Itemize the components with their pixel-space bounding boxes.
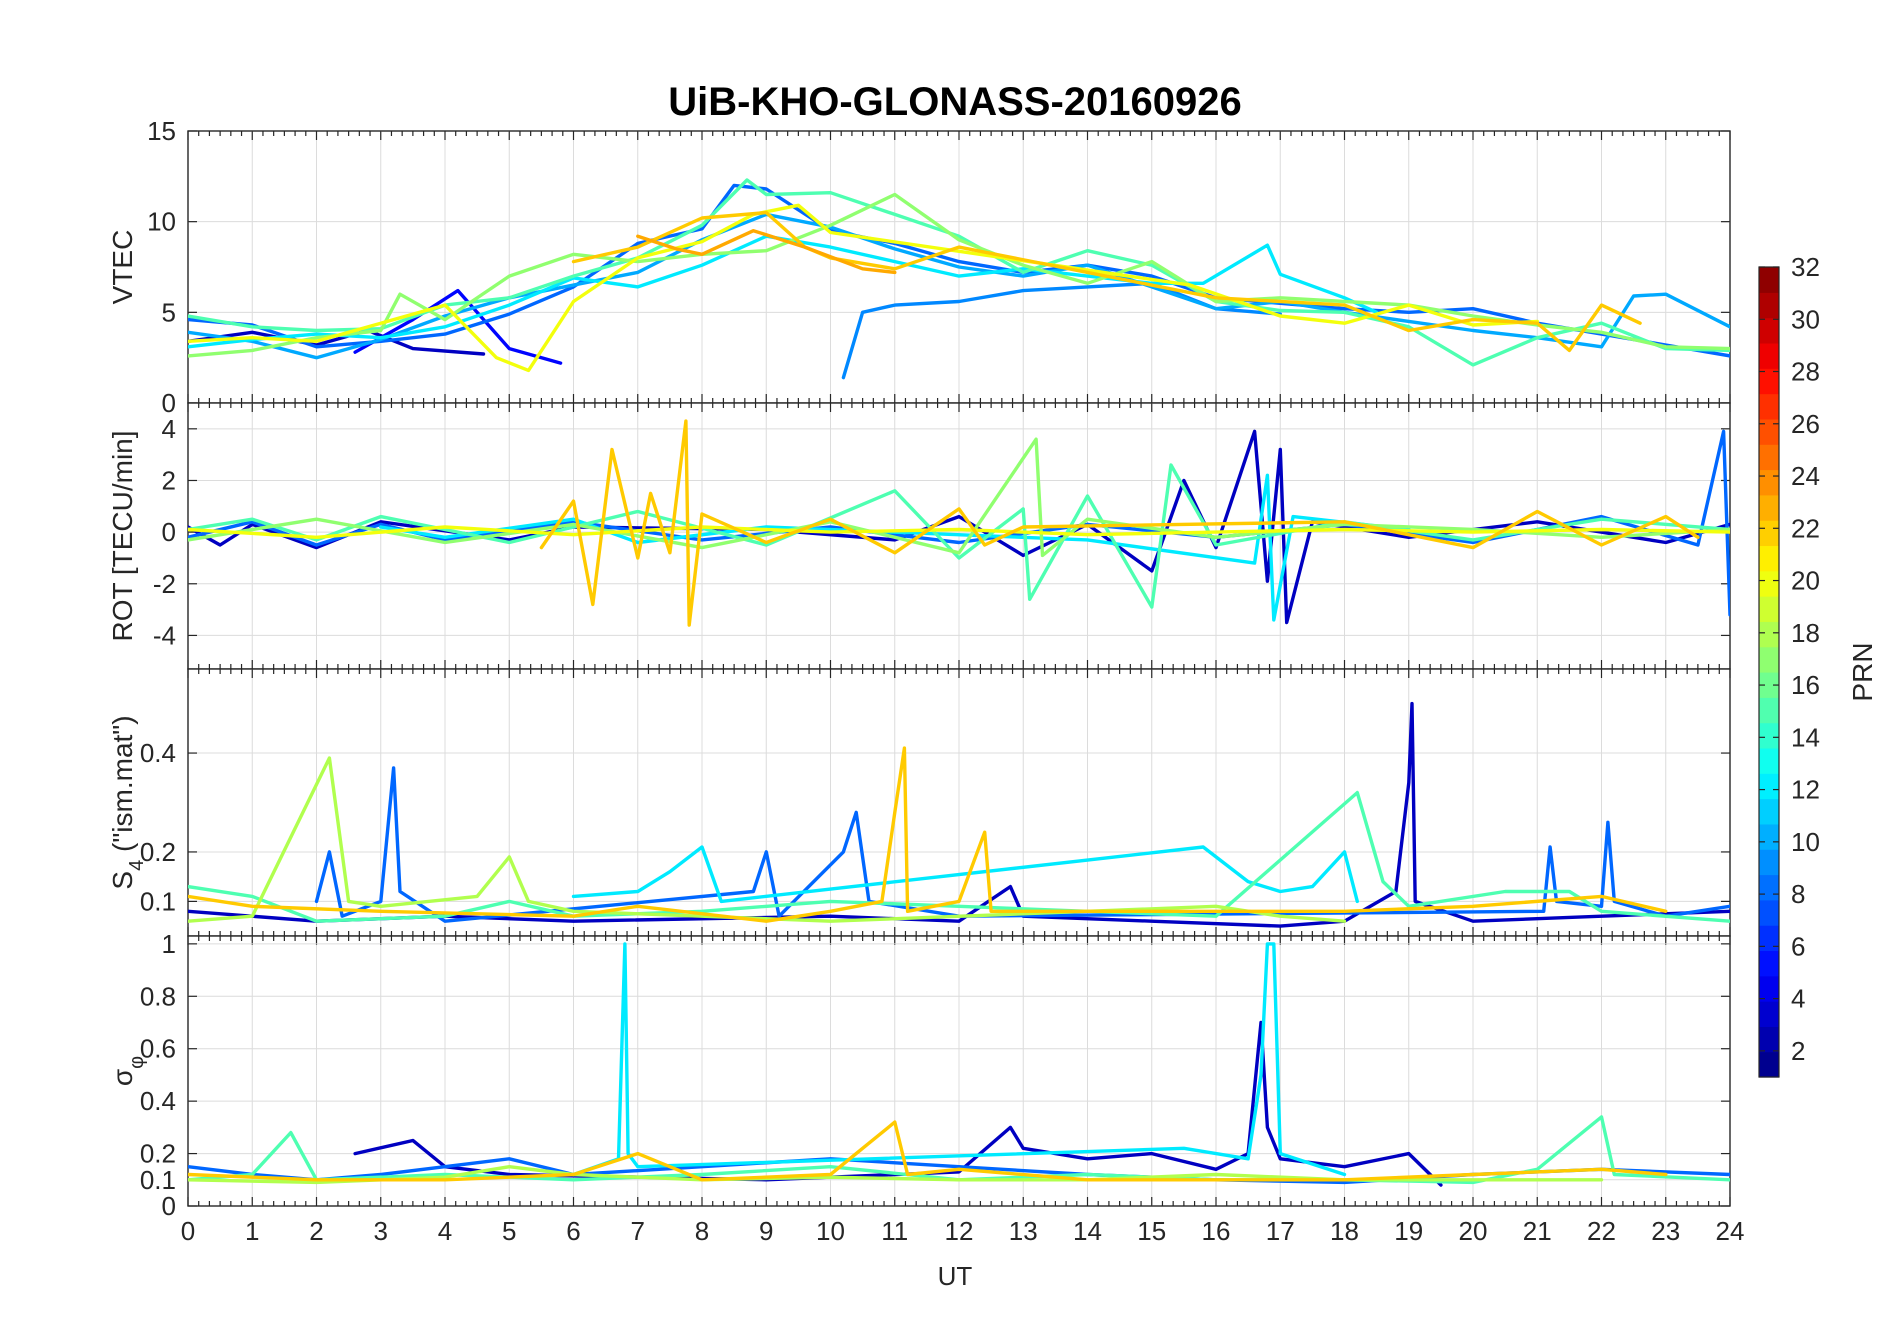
panel-s4-series-prn-8 [314, 766, 1730, 923]
panel-s4-series-prn-18 [188, 756, 1347, 923]
colorbar-tick-8: 8 [1791, 879, 1805, 909]
x-tick-19: 19 [1394, 1216, 1423, 1246]
panel-vtec-series-prn-15 [188, 178, 1730, 367]
x-tick-4: 4 [438, 1216, 452, 1246]
panel-vtec-series-prn-12 [188, 234, 1379, 349]
panel-rot-ytick-2: 0 [162, 517, 176, 547]
x-tick-10: 10 [816, 1216, 845, 1246]
x-tick-17: 17 [1266, 1216, 1295, 1246]
panel-vtec-series-prn-22 [571, 210, 1642, 353]
colorbar-tick-20: 20 [1791, 566, 1820, 596]
x-tick-22: 22 [1587, 1216, 1616, 1246]
panel-rot-series-prn-17 [188, 437, 1730, 558]
colorbar-tick-2: 2 [1791, 1036, 1805, 1066]
panel-vtec-series-prn-23 [636, 229, 897, 275]
chart-title: UiB-KHO-GLONASS-20160926 [668, 80, 1242, 124]
x-tick-21: 21 [1523, 1216, 1552, 1246]
x-tick-5: 5 [502, 1216, 516, 1246]
x-tick-12: 12 [945, 1216, 974, 1246]
panel-s4-series-prn-15 [188, 790, 1730, 923]
panel-sigma-series-prn-12 [571, 942, 1347, 1177]
panel-rot-series-prn-12 [379, 473, 1411, 622]
panel-vtec-ytick-1: 5 [162, 297, 176, 327]
panel-sigma-series-prn-3 [353, 1020, 1443, 1187]
colorbar-tick-26: 26 [1791, 409, 1820, 439]
panel-rot-ytick-1: -2 [153, 569, 176, 599]
panel-sigma-ytick-1: 0.1 [140, 1165, 176, 1195]
panel-rot-ytick-0: -4 [153, 620, 176, 650]
panel-rot-ytick-4: 4 [162, 414, 176, 444]
colorbar-tick-28: 28 [1791, 357, 1820, 387]
x-tick-15: 15 [1137, 1216, 1166, 1246]
colorbar-tick-10: 10 [1791, 827, 1820, 857]
colorbar-tick-24: 24 [1791, 461, 1820, 491]
x-tick-18: 18 [1330, 1216, 1359, 1246]
x-tick-13: 13 [1009, 1216, 1038, 1246]
colorbar-tick-18: 18 [1791, 618, 1820, 648]
x-tick-11: 11 [881, 1216, 908, 1246]
colorbar-tick-6: 6 [1791, 931, 1805, 961]
x-tick-7: 7 [631, 1216, 645, 1246]
panel-rot-series-prn-20 [188, 525, 1730, 539]
panel-rot: -4 -2 0 2 4 ROT [TECU/min] [107, 402, 1731, 670]
panel-sigma-ytick-4: 0.6 [140, 1034, 176, 1064]
panel-sigma-ytick-6: 1 [162, 929, 176, 959]
panel-s4-ytick-1: 0.2 [140, 837, 176, 867]
panel-vtec-series-prn-8 [188, 183, 1730, 358]
panel-s4-series-prn-22 [188, 746, 1668, 923]
panel-sigma-ytick-2: 0.2 [140, 1139, 176, 1169]
panel-vtec: 0 5 10 15 VTEC [107, 116, 1731, 418]
x-tick-3: 3 [374, 1216, 388, 1246]
x-tick-1: 1 [245, 1216, 259, 1246]
panel-s4-ytick-0: 0.1 [140, 886, 176, 916]
panel-vtec-series-prn-17 [188, 192, 1730, 358]
x-tick-23: 23 [1651, 1216, 1680, 1246]
x-tick-9: 9 [759, 1216, 773, 1246]
panel-vtec-series-prn-5 [353, 288, 563, 365]
colorbar-tick-32: 32 [1791, 252, 1820, 282]
panel-sigma-ylabel: σφ [107, 1056, 148, 1086]
panel-sigma-ytick-0: 0 [162, 1191, 176, 1221]
panel-sigma-ytick-5: 0.8 [140, 981, 176, 1011]
x-tick-14: 14 [1073, 1216, 1102, 1246]
panel-rot-ylabel: ROT [TECU/min] [107, 430, 138, 641]
panel-s4-ytick-2: 0.4 [140, 738, 176, 768]
panel-rot-series-prn-8 [188, 429, 1730, 617]
panel-sigma-ytick-3: 0.4 [140, 1086, 176, 1116]
x-tick-20: 20 [1459, 1216, 1488, 1246]
panel-s4-series-prn-12 [571, 845, 1359, 904]
panel-rot-ytick-3: 2 [162, 465, 176, 495]
panel-vtec-ytick-2: 10 [147, 207, 176, 237]
colorbar-tick-4: 4 [1791, 984, 1805, 1014]
panel-vtec-ytick-3: 15 [147, 116, 176, 146]
panel-vtec-series-prn-20 [188, 203, 1539, 373]
x-tick-16: 16 [1202, 1216, 1231, 1246]
colorbar-tick-22: 22 [1791, 513, 1820, 543]
x-tick-6: 6 [566, 1216, 580, 1246]
panel-rot-series-prn-22 [539, 419, 1700, 627]
panel-vtec-ylabel: VTEC [107, 230, 138, 305]
panel-s4-ylabel: S4 ("ism.mat") [107, 715, 148, 889]
colorbar-tick-12: 12 [1791, 775, 1820, 805]
panel-vtec-ytick-0: 0 [162, 388, 176, 418]
panel-s4: 0.1 0.2 0.4S4 ("ism.mat") [107, 668, 1731, 937]
panel-sigma-series-prn-22 [188, 1120, 1668, 1182]
colorbar-tick-30: 30 [1791, 304, 1820, 334]
x-tick-2: 2 [309, 1216, 323, 1246]
x-axis-label: UT [938, 1261, 973, 1291]
panel-sigma: 00.10.2 0.4 0.6 0.8 1 σφ [107, 929, 1731, 1221]
x-tick-0: 0 [181, 1216, 195, 1246]
panel-vtec-series-prn-3 [188, 328, 486, 356]
colorbar-tick-16: 16 [1791, 670, 1820, 700]
x-tick-8: 8 [695, 1216, 709, 1246]
colorbar-tick-14: 14 [1791, 722, 1820, 752]
x-tick-24: 24 [1716, 1216, 1745, 1246]
colorbar-label: PRN [1847, 642, 1878, 701]
